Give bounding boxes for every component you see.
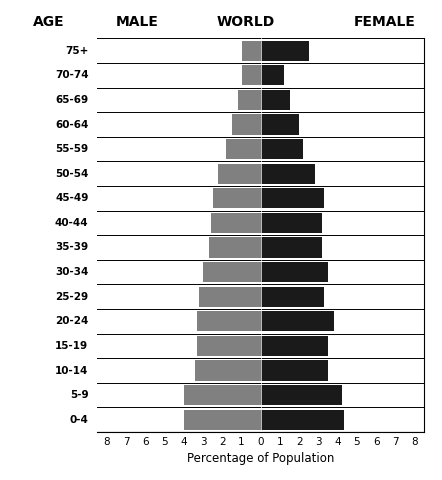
Bar	[218, 164, 261, 184]
Bar	[261, 114, 299, 134]
Text: 25-29: 25-29	[55, 292, 88, 302]
Text: 35-39: 35-39	[55, 242, 88, 252]
Bar	[261, 65, 284, 85]
Text: 40-44: 40-44	[55, 218, 88, 228]
Text: WORLD: WORLD	[216, 14, 274, 29]
Bar	[261, 90, 290, 110]
Bar	[195, 360, 261, 381]
Text: FEMALE: FEMALE	[354, 14, 415, 29]
Bar	[261, 311, 334, 331]
Bar	[241, 65, 261, 85]
Bar	[261, 262, 328, 282]
Bar	[238, 90, 261, 110]
Text: 0-4: 0-4	[69, 415, 88, 425]
Text: 45-49: 45-49	[55, 193, 88, 204]
Bar	[203, 262, 261, 282]
Text: 75+: 75+	[65, 46, 88, 56]
Bar	[213, 188, 261, 208]
Text: 65-69: 65-69	[55, 95, 88, 105]
Text: 15-19: 15-19	[55, 341, 88, 351]
Bar	[199, 287, 261, 307]
X-axis label: Percentage of Population: Percentage of Population	[187, 453, 335, 466]
Bar	[261, 238, 322, 258]
Text: 70-74: 70-74	[55, 70, 88, 80]
Bar	[261, 139, 303, 159]
Bar	[261, 360, 328, 381]
Text: 50-54: 50-54	[55, 168, 88, 179]
Bar	[232, 114, 261, 134]
Text: MALE: MALE	[115, 14, 159, 29]
Bar	[261, 164, 315, 184]
Bar	[197, 336, 261, 356]
Bar	[261, 336, 328, 356]
Bar	[261, 188, 324, 208]
Text: 55-59: 55-59	[55, 144, 88, 154]
Bar	[261, 213, 322, 233]
Text: 5-9: 5-9	[70, 390, 88, 400]
Text: 10-14: 10-14	[55, 365, 88, 375]
Bar	[184, 385, 261, 405]
Bar	[241, 41, 261, 61]
Bar	[261, 287, 324, 307]
Text: 20-24: 20-24	[55, 316, 88, 326]
Text: 30-34: 30-34	[55, 267, 88, 277]
Text: 60-64: 60-64	[55, 120, 88, 130]
Bar	[261, 409, 343, 430]
Bar	[184, 409, 261, 430]
Bar	[261, 41, 309, 61]
Bar	[211, 213, 261, 233]
Bar	[209, 238, 261, 258]
Text: AGE: AGE	[33, 14, 65, 29]
Bar	[197, 311, 261, 331]
Bar	[226, 139, 261, 159]
Bar	[261, 385, 342, 405]
